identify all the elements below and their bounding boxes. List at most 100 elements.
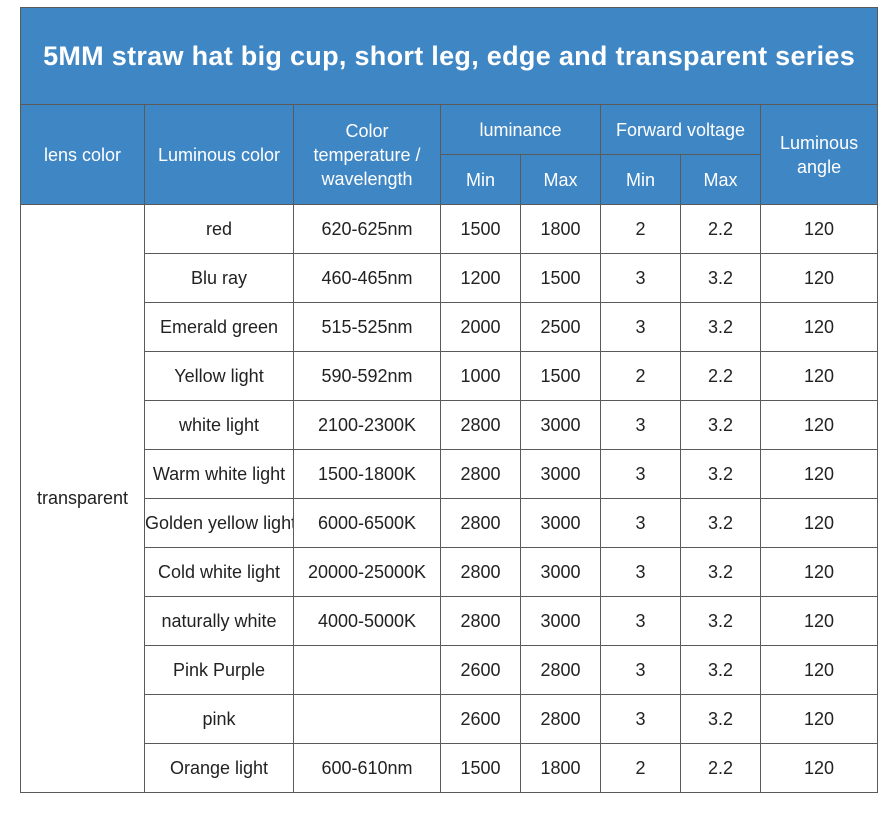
table-row: white light 2100-2300K 2800 3000 3 3.2 120: [21, 400, 879, 450]
cell-luminous-angle: 120: [759, 645, 879, 695]
cell-luminance-min: 2600: [440, 694, 521, 744]
table-row: Golden yellow light 6000-6500K 2800 3000 3 3.…: [21, 498, 879, 548]
cell-luminance-min: 2800: [440, 498, 521, 548]
table-row: pink 2600 2800 3 3.2 120: [21, 694, 879, 744]
cell-luminance-max: 2800: [520, 694, 601, 744]
table-row: Cold white light 20000-25000K 2800 3000 3 3.2…: [21, 547, 879, 597]
table-row: Orange light 600-610nm 1500 1800 2 2.2 120: [21, 743, 879, 793]
cell-lens-color: transparent: [20, 204, 145, 793]
cell-luminance-max: 1800: [520, 204, 601, 254]
cell-voltage-min: 3: [600, 645, 681, 695]
cell-luminance-max: 2800: [520, 645, 601, 695]
header-forward-voltage: Forward voltage: [600, 104, 761, 155]
header-voltage-max: Max: [680, 154, 761, 205]
cell-voltage-min: 3: [600, 449, 681, 499]
cell-luminous-angle: 120: [759, 694, 879, 744]
cell-voltage-max: 3.2: [680, 694, 761, 744]
cell-color-temperature: 620-625nm: [293, 204, 441, 254]
cell-luminance-max: 1500: [520, 253, 601, 303]
cell-luminous-angle: 120: [759, 351, 879, 401]
table-row: Pink Purple 2600 2800 3 3.2 120: [21, 645, 879, 695]
cell-voltage-min: 3: [600, 400, 681, 450]
table-row: naturally white 4000-5000K 2800 3000 3 3.2 120: [21, 596, 879, 646]
cell-voltage-max: 3.2: [680, 253, 761, 303]
cell-luminous-angle: 120: [759, 400, 879, 450]
table-body: transparent red 620-625nm 1500 1800 2 2.2 120 Bl…: [20, 204, 879, 793]
cell-voltage-max: 2.2: [680, 351, 761, 401]
cell-luminous-color: Pink Purple: [144, 645, 294, 695]
cell-color-temperature: 600-610nm: [293, 743, 441, 793]
spec-table-container: 5MM straw hat big cup, short leg, edge a…: [19, 7, 879, 793]
cell-luminance-max: 1500: [520, 351, 601, 401]
cell-luminous-angle: 120: [759, 498, 879, 548]
cell-luminance-max: 1800: [520, 743, 601, 793]
table-title: 5MM straw hat big cup, short leg, edge a…: [19, 7, 879, 105]
cell-luminous-color: Cold white light: [144, 547, 294, 597]
cell-voltage-max: 3.2: [680, 498, 761, 548]
cell-color-temperature: 2100-2300K: [293, 400, 441, 450]
cell-luminance-max: 3000: [520, 498, 601, 548]
cell-luminous-angle: 120: [759, 204, 879, 254]
cell-luminance-min: 1500: [440, 743, 521, 793]
cell-luminance-max: 2500: [520, 302, 601, 352]
cell-voltage-max: 3.2: [680, 302, 761, 352]
cell-luminance-min: 2800: [440, 596, 521, 646]
cell-luminance-min: 2800: [440, 400, 521, 450]
cell-luminous-color: Orange light: [144, 743, 294, 793]
cell-voltage-min: 2: [600, 743, 681, 793]
cell-luminous-angle: 120: [759, 253, 879, 303]
cell-luminance-min: 2000: [440, 302, 521, 352]
cell-voltage-min: 3: [600, 596, 681, 646]
table-row: Blu ray 460-465nm 1200 1500 3 3.2 120: [21, 253, 879, 303]
cell-luminous-angle: 120: [759, 547, 879, 597]
cell-voltage-min: 3: [600, 694, 681, 744]
cell-voltage-min: 3: [600, 253, 681, 303]
table-row: transparent red 620-625nm 1500 1800 2 2.2 120: [20, 204, 879, 793]
header-luminance: luminance: [440, 104, 601, 155]
cell-luminance-min: 1000: [440, 351, 521, 401]
cell-luminous-angle: 120: [759, 743, 879, 793]
cell-voltage-min: 3: [600, 547, 681, 597]
cell-luminance-min: 2800: [440, 547, 521, 597]
cell-luminous-angle: 120: [759, 596, 879, 646]
cell-luminous-color: Blu ray: [144, 253, 294, 303]
cell-color-temperature: 20000-25000K: [293, 547, 441, 597]
cell-voltage-max: 2.2: [680, 743, 761, 793]
cell-luminance-max: 3000: [520, 400, 601, 450]
cell-voltage-max: 3.2: [680, 596, 761, 646]
cell-voltage-min: 2: [600, 351, 681, 401]
cell-luminous-angle: 120: [759, 302, 879, 352]
cell-voltage-max: 3.2: [680, 449, 761, 499]
cell-luminous-color: white light: [144, 400, 294, 450]
cell-luminous-color: red: [144, 204, 294, 254]
header-luminance-min: Min: [440, 154, 521, 205]
cell-luminous-angle: 120: [759, 449, 879, 499]
cell-luminance-max: 3000: [520, 596, 601, 646]
cell-luminous-color: Emerald green: [144, 302, 294, 352]
cell-luminance-min: 2800: [440, 449, 521, 499]
cell-voltage-min: 3: [600, 302, 681, 352]
cell-voltage-min: 3: [600, 498, 681, 548]
cell-luminance-max: 3000: [520, 449, 601, 499]
cell-color-temperature: [293, 694, 441, 744]
header-voltage-min: Min: [600, 154, 681, 205]
header-luminance-max: Max: [520, 154, 601, 205]
header-color-temperature: Color temperature / wavelength: [293, 104, 441, 205]
cell-voltage-max: 2.2: [680, 204, 761, 254]
cell-voltage-max: 3.2: [680, 547, 761, 597]
cell-voltage-max: 3.2: [680, 400, 761, 450]
cell-luminance-min: 1200: [440, 253, 521, 303]
cell-luminous-color: Yellow light: [144, 351, 294, 401]
cell-luminous-color: Warm white light: [144, 449, 294, 499]
cell-voltage-max: 3.2: [680, 645, 761, 695]
cell-luminous-color: Golden yellow light: [144, 498, 294, 548]
table-row: Yellow light 590-592nm 1000 1500 2 2.2 120: [21, 351, 879, 401]
cell-luminous-color: pink: [144, 694, 294, 744]
cell-color-temperature: [293, 645, 441, 695]
spec-table: 5MM straw hat big cup, short leg, edge a…: [19, 7, 879, 793]
header-luminous-color: Luminous color: [144, 104, 294, 205]
table-row: Emerald green 515-525nm 2000 2500 3 3.2 120: [21, 302, 879, 352]
table-row: Warm white light 1500-1800K 2800 3000 3 3.2 12…: [21, 449, 879, 499]
cell-luminance-min: 2600: [440, 645, 521, 695]
cell-color-temperature: 515-525nm: [293, 302, 441, 352]
